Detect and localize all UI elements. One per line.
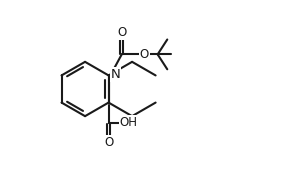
Text: O: O	[104, 136, 113, 149]
Text: OH: OH	[120, 116, 138, 129]
Text: O: O	[139, 48, 149, 61]
Text: O: O	[117, 26, 126, 39]
Text: N: N	[111, 68, 120, 81]
